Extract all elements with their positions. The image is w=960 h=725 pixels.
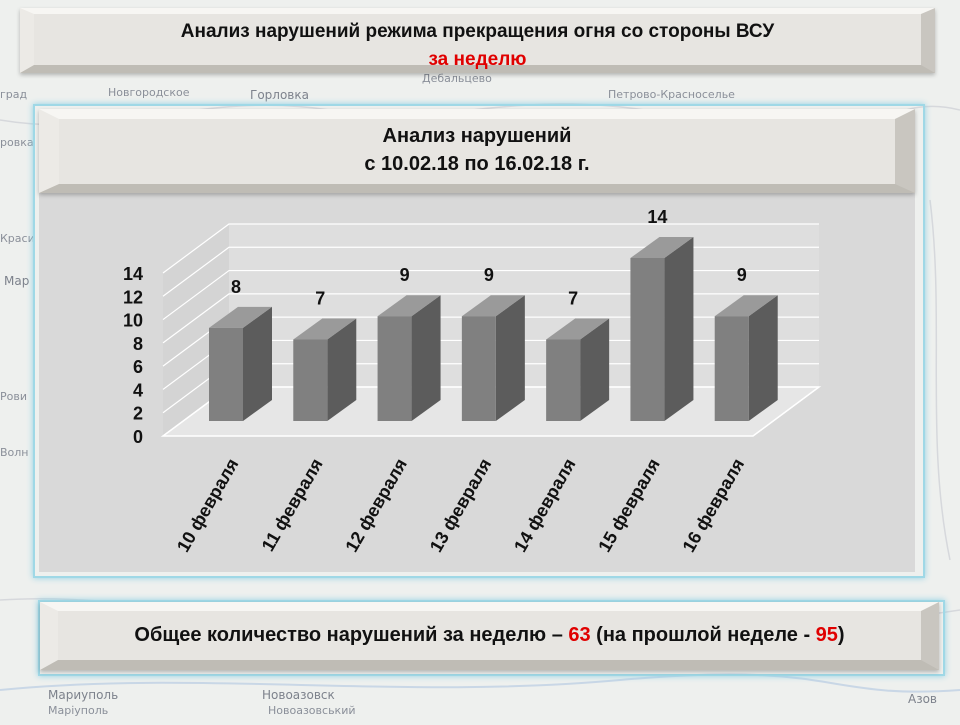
bar (546, 318, 610, 421)
map-label: Маріуполь (48, 704, 109, 717)
data-label: 7 (568, 289, 578, 309)
bar-top (377, 295, 441, 317)
chart-area: 0 2 4 6 8 10 12 14 8 10 февраля 7 11 февраля 9 12 фев… (39, 193, 915, 572)
data-label: 9 (400, 265, 410, 285)
bar-front (546, 339, 581, 421)
data-label: 14 (647, 207, 667, 227)
bar (293, 318, 357, 421)
map-label: Новоазовський (268, 704, 356, 717)
map-label: Мар (4, 274, 30, 288)
bar-top (714, 295, 778, 317)
gridline (162, 246, 819, 297)
chart-title: Анализ нарушений (382, 125, 572, 147)
y-tick-label: 14 (123, 264, 143, 284)
bar-chart: 0 2 4 6 8 10 12 14 8 10 февраля 7 11 февраля 9 12 фев… (123, 207, 822, 556)
map-label: Новоазовск (262, 688, 335, 702)
bar-front (377, 316, 412, 421)
data-label: 7 (315, 289, 325, 309)
bar-top (630, 237, 694, 258)
map-label: Петрово-Красноселье (608, 88, 735, 101)
data-label: 8 (231, 277, 241, 297)
bar-front (209, 327, 243, 421)
bar (714, 295, 778, 421)
summary-text-before: Общее количество нарушений за неделю – (134, 624, 569, 646)
map-label: Новгородское (108, 86, 190, 99)
title-panel: Анализ нарушений режима прекращения огня… (20, 8, 935, 73)
map-label: Волн (0, 446, 29, 459)
map-label: град (0, 88, 28, 101)
chart-period: с 10.02.18 по 16.02.18 г. (364, 153, 590, 175)
map-label: Азов (908, 692, 938, 706)
slide-subtitle: за неделю (428, 49, 527, 70)
x-tick-label: 15 февраля (594, 455, 664, 556)
y-tick-label: 8 (133, 334, 143, 354)
gridline (162, 269, 819, 321)
map-label: Мариуполь (48, 688, 119, 702)
x-tick-label: 16 февраля (679, 455, 749, 556)
x-tick-label: 14 февраля (510, 455, 580, 556)
map-label: Дебальцево (422, 72, 492, 85)
gridline (162, 293, 819, 344)
bar (209, 306, 272, 421)
bar-front (714, 316, 749, 421)
chart-frame (33, 104, 925, 578)
bar-side (580, 318, 610, 421)
y-tick-label: 0 (133, 427, 143, 447)
bar-front (461, 316, 496, 421)
data-label: 9 (737, 265, 747, 285)
chart-title-panel: Анализ нарушений с 10.02.18 по 16.02.18 … (39, 109, 915, 193)
bar-side (411, 295, 441, 421)
this-week-count: 63 (568, 624, 591, 646)
y-tick-label: 2 (133, 404, 143, 424)
bar-side (664, 237, 694, 421)
floor-edge (752, 386, 820, 437)
summary-panel: Общее количество нарушений за неделю – 6… (40, 602, 939, 670)
bar-front (293, 339, 328, 421)
x-tick-label: 13 февраля (426, 455, 496, 556)
map-label: Горловка (250, 88, 309, 102)
summary-frame (38, 600, 945, 676)
last-week-count: 95 (815, 624, 838, 646)
y-tick-label: 6 (133, 357, 143, 377)
bar-top (209, 306, 272, 328)
map-label: Краси (0, 232, 35, 245)
bar-side (495, 295, 525, 421)
slide-title: Анализ нарушений режима прекращения огня… (180, 21, 775, 42)
y-tick-label: 12 (123, 287, 143, 307)
map-label: Рови (0, 390, 27, 403)
summary-text-after: ) (837, 624, 845, 646)
bar (630, 237, 694, 421)
bar-top (461, 295, 525, 317)
y-tick-label: 4 (133, 380, 143, 400)
bar-top (293, 318, 357, 340)
bar-side (748, 295, 778, 421)
x-tick-label: 10 февраля (173, 455, 243, 556)
x-tick-label: 12 февраля (341, 455, 411, 556)
bar-top (546, 318, 610, 340)
y-tick-label: 10 (123, 311, 143, 331)
bar-front (630, 258, 665, 421)
map-label: ровка (0, 136, 34, 149)
x-tick-label: 11 февраля (258, 455, 327, 555)
gridline (162, 223, 819, 274)
bar (461, 295, 525, 421)
summary-text-middle: (на прошлой неделе - (590, 624, 816, 646)
data-label: 9 (484, 265, 494, 285)
bar-side (243, 306, 272, 421)
bar-side (327, 318, 357, 421)
bar (377, 295, 441, 421)
